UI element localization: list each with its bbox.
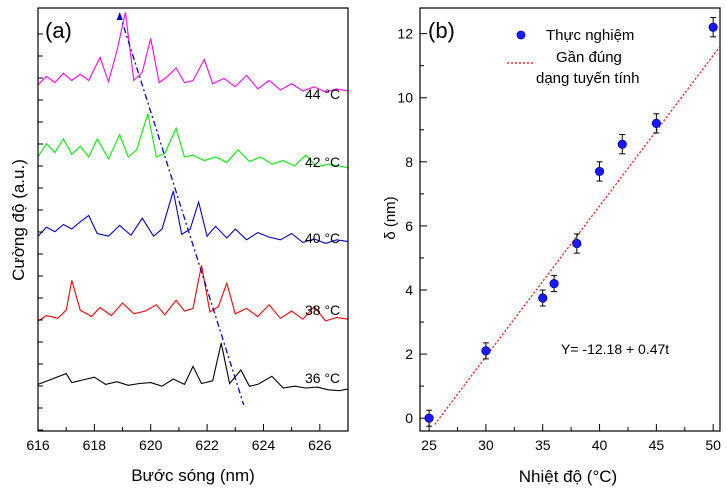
trend-arrow-head xyxy=(116,12,123,20)
data-point xyxy=(424,413,434,423)
y-tick-label-4: 4 xyxy=(405,282,413,298)
legend-label-experimental: Thực nghiệm xyxy=(546,27,634,44)
spectrum-line-3 xyxy=(37,113,349,169)
x-tick-label-40: 40 xyxy=(592,437,608,453)
panel-b: 25 30 35 40 45 50 0 2 4 6 8 10 12 (b) Thực nghiệm G… xyxy=(382,7,721,486)
legend-label-fit-line2: dạng tuyến tính xyxy=(536,70,639,87)
panel-a-x-ticks: 616 618 620 622 624 626 xyxy=(26,424,349,453)
data-point xyxy=(538,293,548,303)
temp-label-42: 42 °C xyxy=(305,154,340,170)
data-point xyxy=(651,118,661,128)
trend-line-segment xyxy=(119,13,245,406)
panel-b-label: (b) xyxy=(428,18,455,43)
temp-label-38: 38 °C xyxy=(305,302,340,318)
experimental-points xyxy=(424,17,718,427)
data-point xyxy=(617,139,627,149)
temp-label-44: 44 °C xyxy=(305,86,340,102)
panel-a-label: (a) xyxy=(45,18,72,43)
x-tick-label-626: 626 xyxy=(308,437,332,453)
x-tick-label-50: 50 xyxy=(705,437,721,453)
x-tick-label-620: 620 xyxy=(139,437,163,453)
legend: Thực nghiệm Gần đúng dạng tuyến tính xyxy=(507,27,639,87)
panel-a-x-axis-label: Bước sóng (nm) xyxy=(131,466,255,485)
x-tick-label-30: 30 xyxy=(478,437,494,453)
spectrum-line-2 xyxy=(37,191,349,244)
y-tick-label-12: 12 xyxy=(397,26,413,42)
panel-b-y-axis-label: δ (nm) xyxy=(382,196,399,239)
data-point xyxy=(572,238,582,249)
linear-fit-line xyxy=(434,46,721,425)
spectrum-line-4 xyxy=(37,12,349,93)
y-tick-label-0: 0 xyxy=(405,410,413,426)
y-tick-label-8: 8 xyxy=(405,154,413,170)
panel-a-y-axis-label: Cường độ (a.u.) xyxy=(9,159,28,281)
temp-label-40: 40 °C xyxy=(305,230,340,246)
fit-equation: Y= -12.18 + 0.47t xyxy=(561,341,669,357)
panel-b-x-axis-label: Nhiệt độ (°C) xyxy=(519,467,617,486)
y-tick-label-6: 6 xyxy=(405,218,413,234)
data-point xyxy=(549,278,559,289)
spectrum-line-0 xyxy=(37,342,349,392)
data-point xyxy=(594,166,605,177)
data-point xyxy=(481,346,491,356)
x-tick-label-35: 35 xyxy=(535,437,551,453)
x-tick-label-616: 616 xyxy=(26,437,50,453)
legend-label-fit-line1: Gần đúng xyxy=(556,49,622,66)
spectra-series-group xyxy=(37,12,349,392)
panel-b-y-ticks: 0 2 4 6 8 10 12 xyxy=(397,26,427,426)
x-tick-label-45: 45 xyxy=(649,437,665,453)
panel-a: 616 618 620 622 624 626 (a) 44 °C 42 °C 40 °C… xyxy=(9,7,349,485)
spectrum-line-1 xyxy=(37,265,349,322)
y-tick-label-2: 2 xyxy=(405,346,413,362)
fit-line xyxy=(434,46,721,425)
temp-label-36: 36 °C xyxy=(305,370,340,386)
panel-a-y-ticks xyxy=(38,33,43,431)
panel-a-frame xyxy=(37,7,349,432)
peak-shift-trend-line xyxy=(116,12,245,406)
x-tick-label-618: 618 xyxy=(83,437,107,453)
data-point xyxy=(708,22,718,32)
y-tick-label-10: 10 xyxy=(397,90,413,106)
x-tick-label-622: 622 xyxy=(195,437,219,453)
panel-b-x-ticks: 25 30 35 40 45 50 xyxy=(421,424,721,453)
x-tick-label-624: 624 xyxy=(252,437,276,453)
panel-b-frame xyxy=(419,7,721,432)
x-tick-label-25: 25 xyxy=(421,437,437,453)
legend-marker-experimental xyxy=(516,30,526,40)
